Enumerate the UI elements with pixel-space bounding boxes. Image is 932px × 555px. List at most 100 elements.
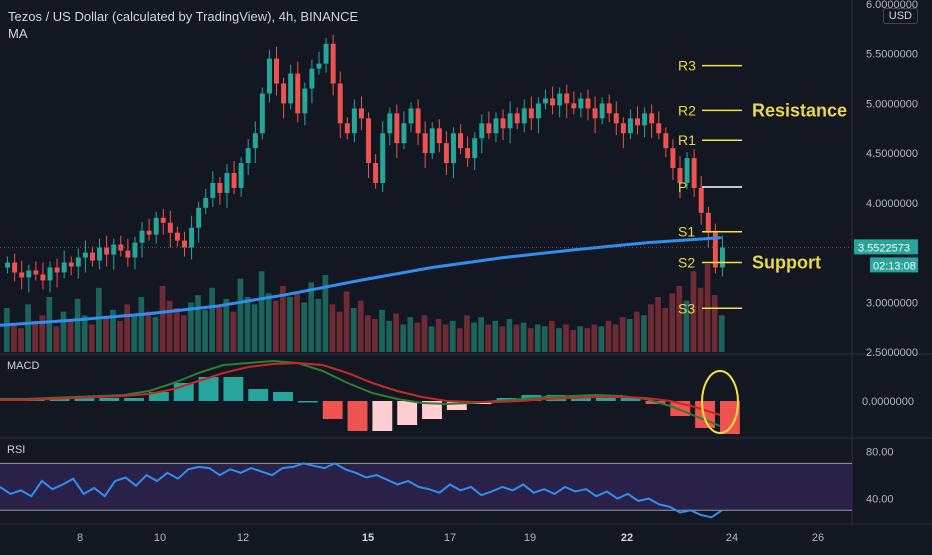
time-tick-label: 17 (444, 532, 456, 544)
candle-body (514, 113, 520, 124)
volume-bar (400, 324, 407, 352)
candle-body (217, 182, 223, 193)
macd-title[interactable]: MACD (7, 360, 40, 372)
volume-bar (421, 315, 428, 352)
volume-bar (329, 304, 336, 352)
candle-body (557, 93, 563, 106)
candle-body (337, 83, 343, 124)
macd-histogram-bar (148, 392, 169, 401)
volume-bar (25, 304, 31, 352)
candle-body (564, 93, 570, 104)
axes: 6.0000000 5.5000000 5.0000000 4.5000000 4.00… (77, 0, 918, 544)
candle-body (281, 83, 287, 104)
volume-bar (520, 322, 527, 352)
volume-bar (513, 324, 520, 352)
candle-body (599, 103, 605, 119)
volume-bar (209, 287, 215, 352)
pivot-label-r2: R2 (678, 102, 696, 118)
volume-bar (471, 322, 477, 352)
candle-body (203, 197, 209, 208)
candle-body (642, 113, 648, 126)
candle-body (132, 242, 138, 258)
volume-bar (478, 317, 484, 352)
volume-bar (96, 287, 102, 352)
volume-bar (166, 300, 173, 352)
candle-body (571, 103, 577, 109)
candle-body (535, 103, 541, 119)
candle-body (465, 148, 471, 159)
candle-body (691, 158, 697, 188)
candle-body (189, 227, 195, 248)
price-tick-label: 4.0000000 (866, 198, 918, 210)
macd-histogram-bar (297, 401, 318, 403)
volume-bar (117, 320, 123, 352)
volume-bar (251, 304, 258, 352)
currency-badge[interactable]: USD (882, 8, 918, 24)
rsi-tick-label: 80.00 (866, 447, 894, 459)
candle-body (677, 168, 683, 183)
candle-body (486, 123, 492, 134)
macd-histogram-bar (720, 401, 740, 434)
candle-body (422, 133, 428, 154)
volume-bar (372, 319, 378, 352)
volume-bar (131, 315, 138, 352)
candle-body (408, 108, 414, 124)
candle-body (231, 173, 237, 188)
candle-body (210, 182, 216, 198)
candle-body (550, 98, 556, 106)
macd-histogram-bar (99, 398, 120, 401)
candle-body (528, 108, 534, 119)
volume-bar (464, 315, 470, 352)
time-tick-label: 22 (621, 532, 633, 544)
volume-bar (386, 320, 392, 352)
candle-body (160, 217, 166, 223)
candle-body (451, 133, 456, 164)
candle-body (429, 128, 435, 154)
countdown-value: 02:13:08 (873, 260, 916, 272)
volume-bar (53, 326, 60, 352)
candle-body (387, 113, 393, 134)
volume-bar (591, 324, 598, 352)
candle-body (458, 133, 464, 149)
price-candles (5, 34, 725, 293)
candle-body (415, 108, 421, 134)
volume-bar (612, 324, 619, 352)
candle-body (578, 98, 584, 109)
candle-body (507, 113, 513, 129)
volume-bar (435, 319, 442, 352)
volume-bar (556, 328, 562, 352)
time-tick-label: 15 (362, 532, 374, 544)
volume-bar (570, 330, 576, 352)
volume-bar (237, 278, 244, 352)
volume-bar (287, 297, 293, 352)
candle-body (302, 88, 308, 114)
candle-body (19, 272, 25, 278)
candle-body (380, 133, 386, 183)
indicator-label[interactable]: MA (8, 26, 28, 41)
volume-bar (577, 326, 584, 352)
candle-body (472, 138, 478, 159)
volume-bar (598, 326, 605, 352)
volume-bar (280, 286, 286, 352)
macd-histogram-bar (322, 401, 343, 419)
volume-bar (230, 311, 237, 352)
candle-body (436, 128, 442, 144)
candle-body (182, 240, 187, 248)
volume-bar (18, 328, 24, 352)
macd-highlight-circle (701, 370, 739, 434)
candle-body (719, 247, 725, 268)
candle-body (698, 187, 704, 213)
volume-bar (308, 282, 315, 352)
volume-bar (315, 298, 322, 352)
macd-signal-line (0, 361, 721, 416)
rsi-title[interactable]: RSI (7, 444, 26, 456)
volume-bar (272, 300, 279, 352)
volume-bar (407, 317, 414, 352)
candle-body (47, 267, 53, 281)
volume-bar (697, 287, 704, 352)
rsi-pane (0, 462, 852, 519)
volume-bar (428, 326, 435, 352)
pivot-label-r1: R1 (678, 132, 696, 148)
